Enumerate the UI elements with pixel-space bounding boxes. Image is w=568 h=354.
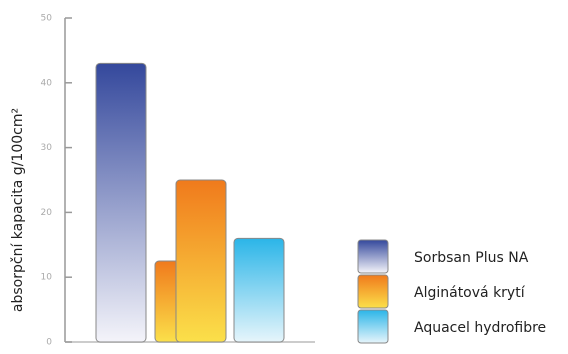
legend-swatch [357,309,389,344]
y-tick-label: 10 [41,273,53,283]
y-tick-label: 20 [41,208,53,218]
y-tick-label: 50 [41,14,53,24]
y-axis-label: absorpční kapacita g/100cm² [10,108,26,312]
bar [95,62,147,343]
legend-swatch [357,274,389,309]
bar [233,237,285,343]
y-tick-label: 30 [41,143,53,153]
y-tick-label: 40 [41,78,53,88]
legend-label: Sorbsan Plus NA [414,250,529,266]
legend-label: Aquacel hydrofibre [414,320,546,336]
y-tick-label: 0 [46,338,52,348]
legend-swatch [357,239,389,274]
bar [175,179,227,343]
legend-label: Alginátová krytí [414,285,526,301]
